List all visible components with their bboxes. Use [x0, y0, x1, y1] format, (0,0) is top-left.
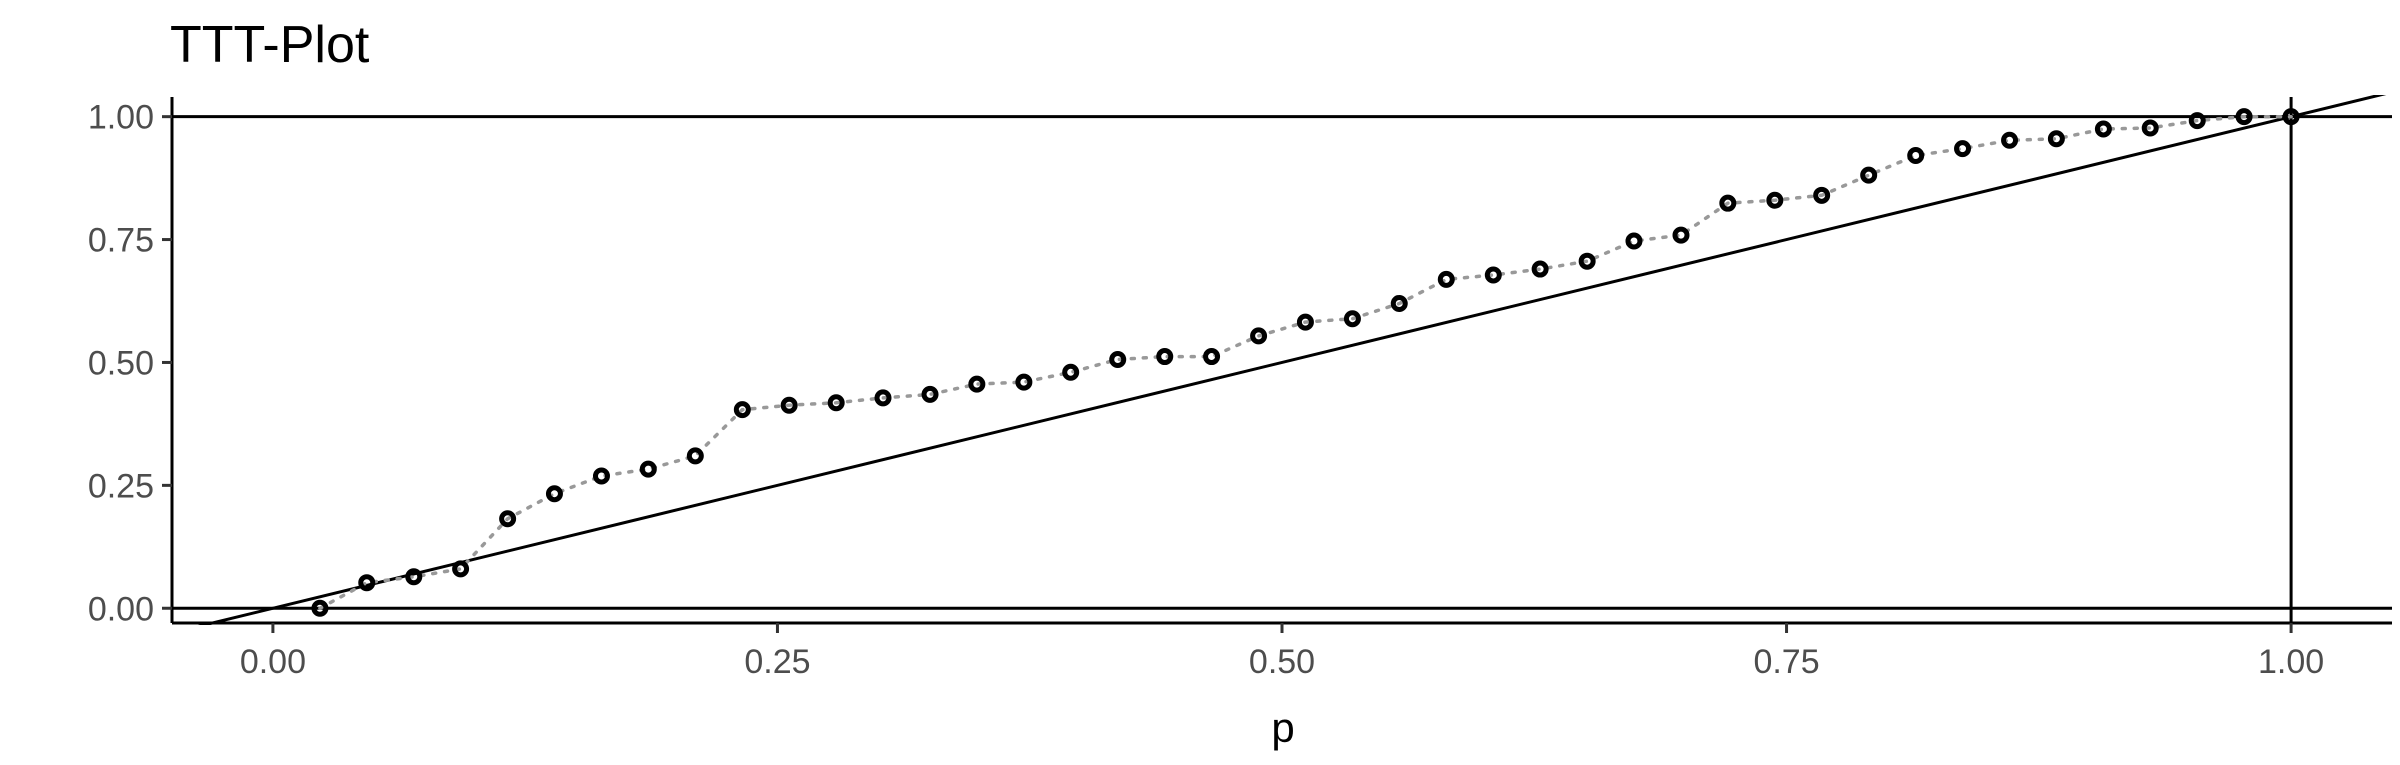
data-point — [968, 375, 986, 393]
data-point — [358, 574, 376, 592]
x-tick-label: 0.00 — [240, 643, 306, 681]
data-point — [2047, 130, 2065, 148]
diagonal-reference-line — [197, 95, 2387, 625]
data-point — [1109, 351, 1127, 369]
y-tick-label: 0.25 — [88, 467, 154, 505]
data-point — [1766, 191, 1784, 209]
chart-title: TTT-Plot — [170, 16, 370, 74]
data-point — [2188, 112, 2206, 130]
x-tick-label: 0.25 — [744, 643, 810, 681]
x-tick-label: 0.50 — [1249, 643, 1315, 681]
x-tick-label: 0.75 — [1753, 643, 1819, 681]
data-point — [733, 401, 751, 419]
data-point — [1296, 313, 1314, 331]
data-point — [545, 485, 563, 503]
x-tick-label: 1.00 — [2258, 643, 2324, 681]
data-point — [1015, 373, 1033, 391]
data-point — [1860, 166, 1878, 184]
data-point — [921, 385, 939, 403]
data-point — [499, 510, 517, 528]
panel-content — [172, 95, 2392, 625]
data-point — [639, 460, 657, 478]
data-point — [827, 394, 845, 412]
data-point — [1954, 140, 1972, 158]
data-point — [1203, 348, 1221, 366]
data-point — [874, 389, 892, 407]
data-point — [686, 447, 704, 465]
data-point — [2001, 131, 2019, 149]
y-tick-label: 1.00 — [88, 99, 154, 137]
data-point — [405, 568, 423, 586]
y-tick-label: 0.00 — [88, 590, 154, 628]
plot-panel: 0.00 0.25 0.50 0.75 1.00 0.00 0.25 0.50 0.75 1.00 — [88, 95, 2392, 681]
data-point — [592, 467, 610, 485]
data-point — [780, 396, 798, 414]
data-point — [1484, 266, 1502, 284]
data-point — [1343, 310, 1361, 328]
data-point — [1531, 260, 1549, 278]
data-point — [1907, 146, 1925, 164]
data-point — [2094, 120, 2112, 138]
data-point — [1578, 252, 1596, 270]
data-point — [1156, 348, 1174, 366]
data-point — [1390, 294, 1408, 312]
ttt-dotted-line — [318, 114, 2293, 611]
data-point — [1437, 270, 1455, 288]
data-point — [2141, 119, 2159, 137]
data-point — [1250, 327, 1268, 345]
data-point — [2235, 108, 2253, 126]
data-point — [1625, 232, 1643, 250]
data-point — [311, 599, 329, 617]
data-point — [2282, 108, 2300, 126]
y-tick-label: 0.75 — [88, 222, 154, 260]
data-point — [1813, 186, 1831, 204]
x-axis-title: p — [1271, 704, 1294, 751]
data-point — [1672, 226, 1690, 244]
data-point — [1719, 194, 1737, 212]
y-tick-label: 0.50 — [88, 344, 154, 382]
data-point — [452, 560, 470, 578]
data-point — [1062, 363, 1080, 381]
